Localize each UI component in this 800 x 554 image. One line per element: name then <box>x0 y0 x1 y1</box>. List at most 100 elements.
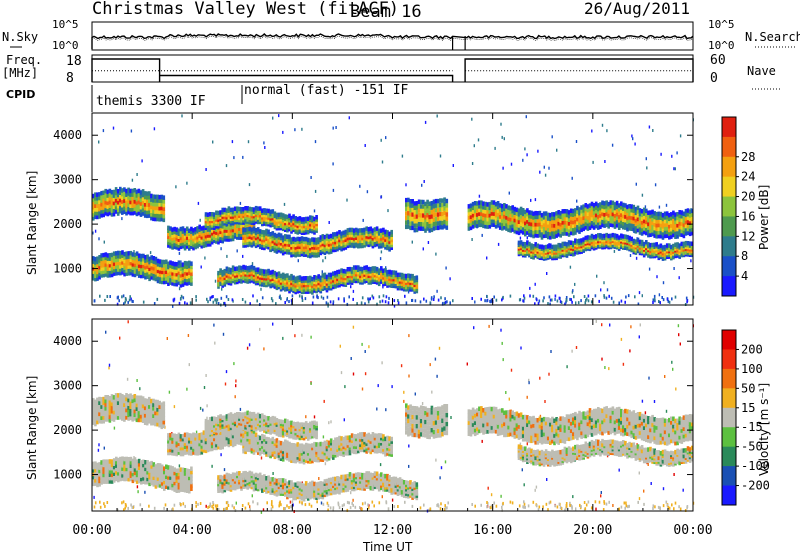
power-cell <box>106 193 110 198</box>
power-cell <box>177 263 181 269</box>
power-cell <box>496 204 500 210</box>
power-cell <box>179 229 183 235</box>
velocity-cell <box>108 407 112 412</box>
power-cell <box>129 207 132 212</box>
power-cell <box>640 220 644 225</box>
power-cell <box>473 144 475 148</box>
power-cell <box>574 215 577 220</box>
power-cell <box>225 295 228 299</box>
velocity-cell <box>150 398 153 404</box>
power-cell <box>557 213 560 219</box>
power-cell <box>584 221 588 226</box>
power-cell <box>273 211 277 216</box>
power-cell <box>106 197 110 202</box>
power-cell <box>597 233 600 238</box>
power-cell <box>219 226 222 232</box>
power-cell <box>296 244 300 249</box>
power-cell <box>197 201 200 205</box>
power-cell <box>265 244 268 249</box>
power-cell <box>322 296 325 300</box>
power-cell <box>319 250 323 256</box>
power-cell <box>263 232 266 238</box>
power-cell <box>424 223 427 229</box>
power-cell <box>96 199 99 205</box>
power-cell <box>196 232 199 237</box>
power-cell <box>509 206 512 211</box>
power-cell <box>526 236 528 240</box>
power-cell <box>263 235 266 240</box>
power-cell <box>298 216 302 221</box>
power-cell <box>190 226 193 232</box>
power-cell <box>432 212 436 218</box>
power-cell <box>436 207 440 213</box>
power-cell <box>143 194 147 200</box>
power-cell <box>192 245 195 251</box>
power-cell <box>574 230 577 235</box>
power-cell <box>206 233 210 238</box>
velocity-cell <box>131 413 134 418</box>
power-cell <box>572 216 575 221</box>
power-cell <box>135 258 139 263</box>
velocity-cell <box>673 473 675 476</box>
power-cell <box>553 234 556 239</box>
power-cell <box>375 234 379 239</box>
power-cell <box>352 269 356 275</box>
power-cell <box>653 214 656 220</box>
power-cell <box>306 221 310 226</box>
power-cell <box>327 283 331 289</box>
power-cell <box>688 213 692 218</box>
power-cell <box>115 264 118 269</box>
power-cell <box>445 198 449 204</box>
power-cell <box>250 273 254 279</box>
power-cell <box>112 126 115 130</box>
power-cell <box>436 114 438 118</box>
power-cell <box>477 138 480 142</box>
power-cell <box>148 194 151 200</box>
power-cell <box>674 230 677 236</box>
power-cell <box>390 237 393 243</box>
power-cell <box>102 272 105 278</box>
power-cell <box>148 273 151 278</box>
power-cell <box>469 210 473 216</box>
power-cell <box>236 206 239 211</box>
power-cell <box>368 298 370 302</box>
power-cell <box>106 259 110 265</box>
power-cell <box>150 204 153 210</box>
power-cell <box>315 217 318 222</box>
power-cell <box>647 210 650 215</box>
power-cell <box>129 196 132 201</box>
power-cell <box>106 256 110 261</box>
velocity-cell <box>110 405 114 410</box>
power-cell <box>642 211 646 216</box>
power-cell <box>419 300 422 304</box>
power-cell <box>538 233 542 238</box>
power-cell <box>208 230 212 235</box>
power-cell <box>325 241 329 246</box>
power-cell <box>594 205 598 210</box>
power-cell <box>167 271 170 276</box>
power-cell <box>624 206 627 212</box>
power-cell <box>175 227 179 232</box>
power-cell <box>125 192 128 197</box>
power-cell <box>190 238 193 243</box>
power-cell <box>653 294 656 298</box>
power-cell <box>674 234 677 239</box>
power-cell <box>313 216 316 222</box>
power-cell <box>622 210 625 215</box>
velocity-cell <box>249 505 251 509</box>
power-cell <box>119 267 122 273</box>
power-cell <box>131 207 134 212</box>
power-cell <box>605 222 608 228</box>
power-cell <box>662 298 665 302</box>
velocity-cell <box>98 443 100 447</box>
power-cell <box>271 241 275 246</box>
power-cell <box>148 206 151 211</box>
power-cell <box>315 215 318 220</box>
power-cell <box>649 221 652 226</box>
power-cell <box>367 300 370 304</box>
power-cell <box>536 218 540 223</box>
velocity-cell <box>534 488 536 492</box>
velocity-cell <box>121 397 124 403</box>
power-cell <box>484 216 487 222</box>
power-cell <box>505 207 508 213</box>
